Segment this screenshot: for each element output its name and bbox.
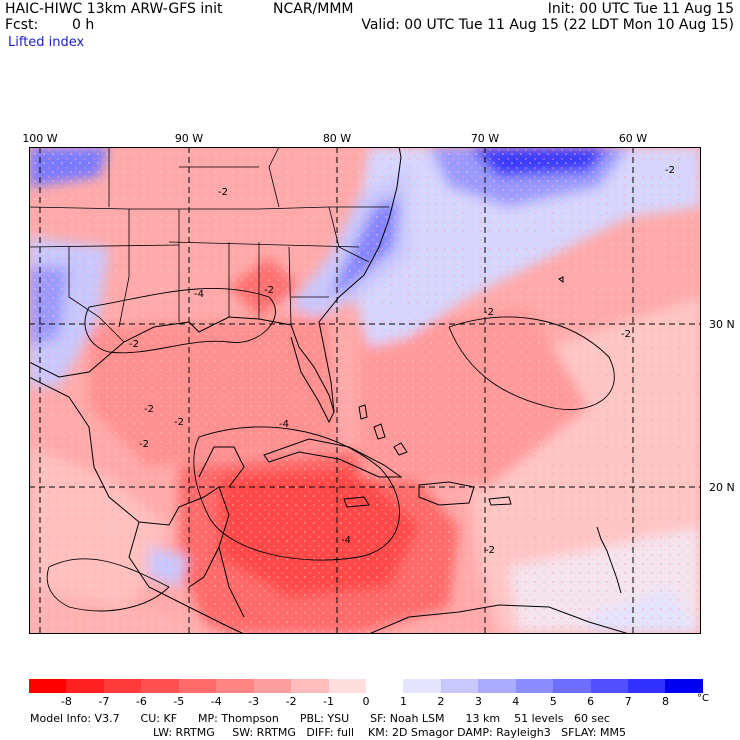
colorbar-swatch xyxy=(141,679,179,693)
lat-label-20n: 20 N xyxy=(709,481,735,494)
model-info-line-1: Model Info: V3.7 CU: KF MP: Thompson PBL… xyxy=(30,712,610,725)
lon-label-100w: 100 W xyxy=(22,132,58,145)
colorbar-swatch xyxy=(178,679,217,693)
contour-label: -2 xyxy=(218,187,228,198)
valid-time: Valid: 00 UTC Tue 11 Aug 15 (22 LDT Mon … xyxy=(361,17,734,33)
contour-label: -2 xyxy=(485,545,495,556)
fcst-value: 0 h xyxy=(72,17,95,33)
colorbar-tick-label: 3 xyxy=(474,695,482,708)
colorbar xyxy=(29,679,703,693)
lon-label-60w: 60 W xyxy=(618,132,648,145)
colorbar-swatch xyxy=(66,679,104,693)
colorbar-swatch xyxy=(403,679,441,693)
colorbar-tick-label: 8 xyxy=(662,695,670,708)
contour-label: -2 xyxy=(621,329,631,340)
contour-label: -2 xyxy=(129,339,139,350)
colorbar-swatch xyxy=(291,679,329,693)
state-borders xyxy=(29,147,389,343)
colorbar-swatch xyxy=(478,679,516,693)
contour-label: -2 xyxy=(484,307,494,318)
colorbar-tick-label: -2 xyxy=(285,695,297,708)
colorbar-swatch xyxy=(103,679,142,693)
colorbar-swatch xyxy=(665,679,703,693)
lon-label-80w: 80 W xyxy=(322,132,352,145)
colorbar-tick-label: -4 xyxy=(210,695,222,708)
contour-label: -2 xyxy=(665,165,675,176)
colorbar-swatch xyxy=(440,679,479,693)
lat-label-30n: 30 N xyxy=(709,318,735,331)
colorbar-tick-label: 6 xyxy=(587,695,595,708)
colorbar-tick-label: -5 xyxy=(173,695,185,708)
model-info-line-2: LW: RRTMG SW: RRTMG DIFF: full KM: 2D Sm… xyxy=(153,726,626,739)
map-frame xyxy=(29,147,701,634)
colorbar-tick-label: -8 xyxy=(60,695,72,708)
model-title: HAIC-HIWC 13km ARW-GFS init xyxy=(5,1,223,17)
colorbar-tick-label: -6 xyxy=(135,695,147,708)
colorbar-swatch xyxy=(590,679,628,693)
init-time: Init: 00 UTC Tue 11 Aug 15 xyxy=(547,1,734,17)
colorbar-tick-label: 7 xyxy=(624,695,632,708)
colorbar-tick-label: 2 xyxy=(437,695,445,708)
contour-label: -2 xyxy=(144,404,154,415)
contour-label: -2 xyxy=(174,417,184,428)
graticule xyxy=(29,147,701,634)
colorbar-swatch xyxy=(253,679,292,693)
colorbar-tick-label: -3 xyxy=(248,695,260,708)
colorbar-tick-label: 1 xyxy=(399,695,407,708)
lon-label-70w: 70 W xyxy=(470,132,500,145)
colorbar-swatch xyxy=(553,679,591,693)
contours xyxy=(46,288,615,612)
field-name: Lifted index xyxy=(8,35,85,50)
colorbar-unit: °C xyxy=(697,693,709,704)
colorbar-tick-label: 4 xyxy=(512,695,520,708)
colorbar-swatch xyxy=(515,679,554,693)
contour-label: -4 xyxy=(279,419,289,430)
field-texture xyxy=(29,147,701,634)
colorbar-tick-label: -7 xyxy=(98,695,110,708)
colorbar-tick-label: 0 xyxy=(362,695,370,708)
colorbar-swatch xyxy=(628,679,666,693)
colorbar-tick-label: 5 xyxy=(549,695,557,708)
coastlines xyxy=(29,147,630,634)
contour-label: -4 xyxy=(194,289,204,300)
fcst-label: Fcst: xyxy=(5,17,39,33)
colorbar-swatch xyxy=(328,679,366,693)
colorbar-swatch xyxy=(29,679,67,693)
contour-label: -2 xyxy=(139,439,149,450)
lon-label-90w: 90 W xyxy=(174,132,204,145)
contour-label-group: -2 -2 -2 -2 -2 -2 -2 -2 -2 -2 -4 -4 -4 xyxy=(129,165,675,556)
colorbar-tick-label: -1 xyxy=(323,695,335,708)
colorbar-swatch xyxy=(365,679,404,693)
agency-label: NCAR/MMM xyxy=(273,1,354,17)
contour-label: -4 xyxy=(341,535,351,546)
colorbar-swatch xyxy=(216,679,254,693)
lifted-index-map: -2 -2 -2 -2 -2 -2 -2 -2 -2 -2 -4 -4 -4 xyxy=(29,147,701,634)
contour-label: -2 xyxy=(264,285,274,296)
